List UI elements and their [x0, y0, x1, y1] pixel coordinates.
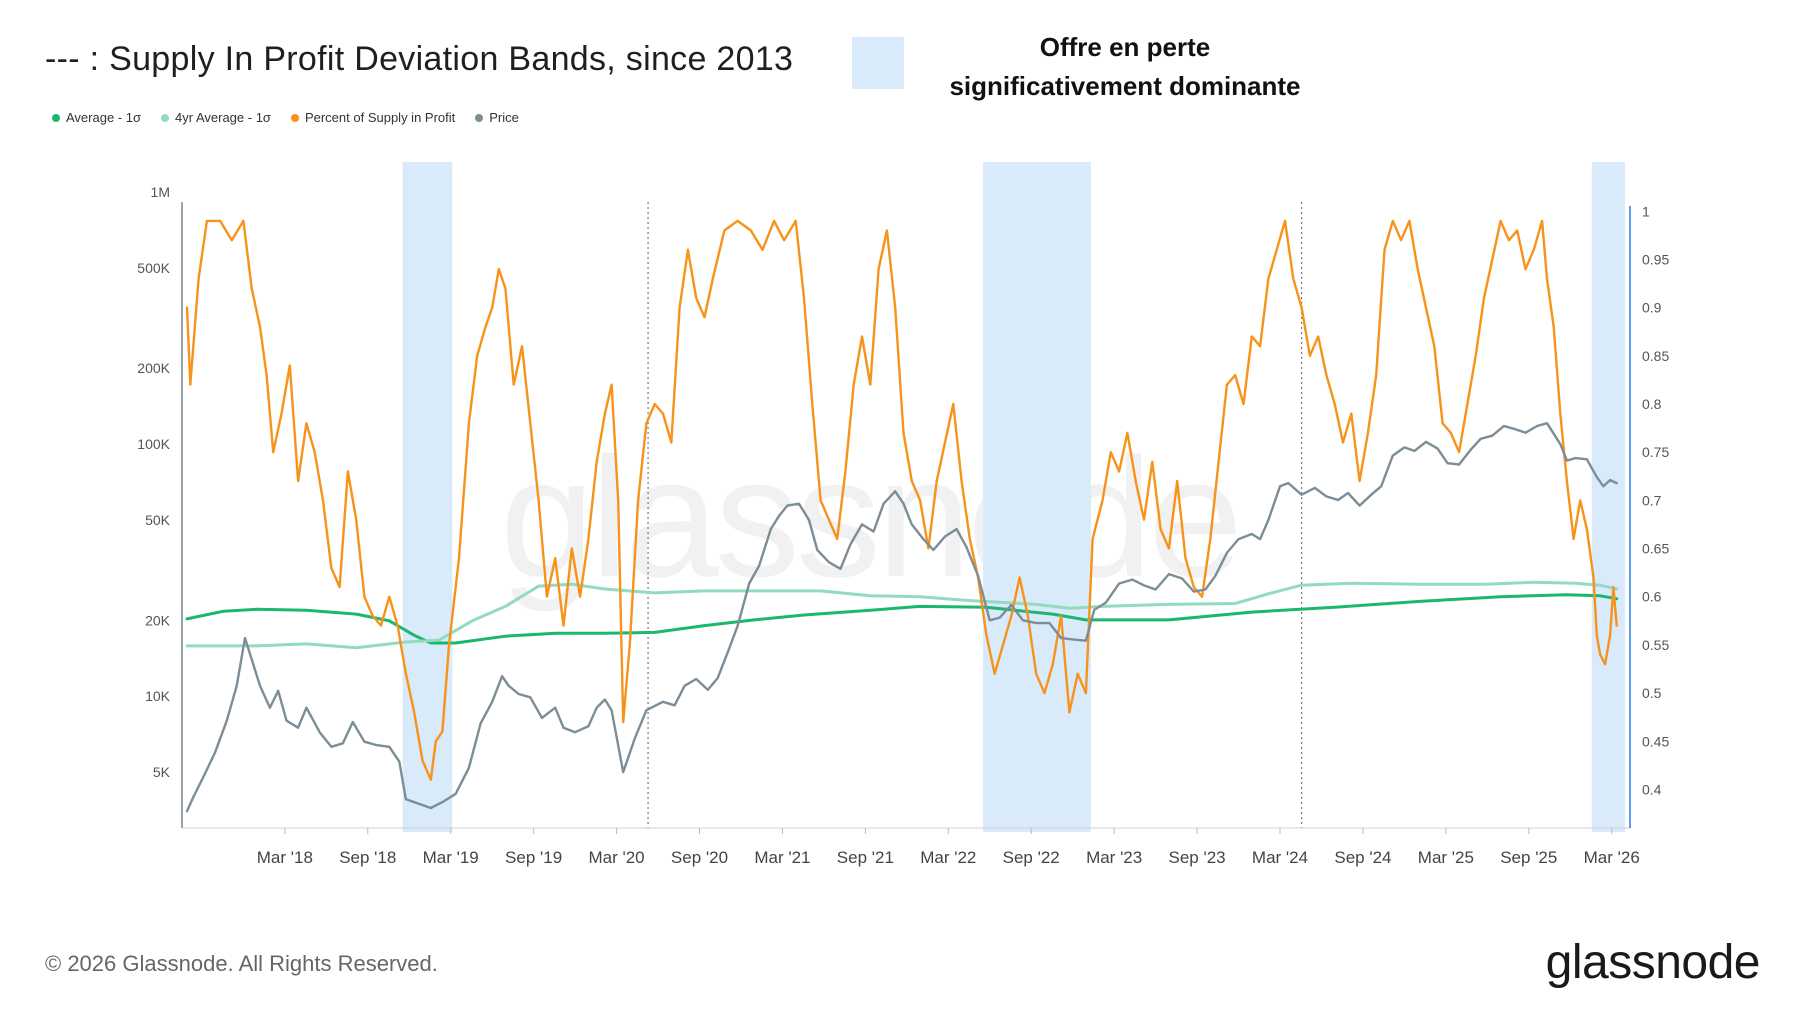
x-tick-label: Mar '23 [1086, 848, 1142, 867]
y-left-tick-label: 200K [137, 360, 170, 376]
x-tick-label: Sep '18 [339, 848, 396, 867]
legend-dot-icon [161, 113, 169, 122]
shaded-legend-swatch [852, 37, 904, 89]
legend-item-4yr-average[interactable]: 4yr Average - 1σ [161, 110, 271, 125]
x-tick-label: Sep '19 [505, 848, 562, 867]
y-right-tick-label: 0.75 [1642, 444, 1669, 460]
x-tick-label: Mar '22 [920, 848, 976, 867]
y-right-tick-label: 0.8 [1642, 396, 1662, 412]
y-right-tick-label: 0.9 [1642, 300, 1662, 316]
x-tick-label: Sep '25 [1500, 848, 1557, 867]
series-line-percent-of-supply-in-profit [185, 219, 1618, 781]
x-tick-label: Sep '23 [1169, 848, 1226, 867]
x-tick-label: Mar '18 [257, 848, 313, 867]
x-tick-label: Sep '20 [671, 848, 728, 867]
annotation-line-2: significativement dominante [949, 71, 1301, 101]
y-right-tick-label: 0.4 [1642, 781, 1662, 797]
legend-dot-icon [52, 113, 60, 122]
annotation-label: Offre en perte significativement dominan… [930, 28, 1320, 106]
legend-label: 4yr Average - 1σ [175, 110, 271, 125]
series-line-average-1 [185, 593, 1619, 645]
legend-item-supply-in-profit[interactable]: Percent of Supply in Profit [290, 110, 456, 125]
y-right-tick-label: 0.85 [1642, 348, 1669, 364]
y-right-tick-label: 0.6 [1642, 589, 1662, 605]
y-left-tick-label: 1M [151, 184, 170, 200]
x-tick-label: Mar '19 [423, 848, 479, 867]
y-left-tick-label: 50K [145, 512, 171, 528]
series-line-price [185, 422, 1618, 813]
legend: Average - 1σ 4yr Average - 1σ Percent of… [52, 110, 519, 125]
y-right-tick-label: 0.65 [1642, 541, 1669, 557]
y-right-tick-label: 0.95 [1642, 251, 1669, 267]
legend-item-average[interactable]: Average - 1σ [52, 110, 141, 125]
y-right-tick-label: 1 [1642, 203, 1650, 219]
y-left-tick-label: 5K [153, 764, 171, 780]
legend-label: Percent of Supply in Profit [304, 110, 456, 125]
x-tick-label: Mar '25 [1418, 848, 1474, 867]
x-tick-label: Mar '26 [1584, 848, 1640, 867]
copyright-footer: © 2026 Glassnode. All Rights Reserved. [45, 951, 438, 976]
glassnode-logo: glassnode [1545, 936, 1761, 989]
x-tick-label: Sep '22 [1003, 848, 1060, 867]
y-right-tick-label: 0.7 [1642, 492, 1662, 508]
x-tick-label: Sep '24 [1334, 848, 1391, 867]
y-right-tick-label: 0.55 [1642, 637, 1669, 653]
x-tick-label: Sep '21 [837, 848, 894, 867]
y-left-tick-label: 500K [137, 260, 170, 276]
y-left-tick-label: 100K [137, 436, 170, 452]
y-right-tick-label: 0.45 [1642, 733, 1669, 749]
series-line-4yr-average-1 [185, 580, 1619, 650]
shaded-region-1 [402, 162, 453, 832]
legend-label: Price [489, 110, 519, 125]
y-right-tick-label: 0.5 [1642, 685, 1662, 701]
y-left-tick-label: 20K [145, 612, 171, 628]
x-tick-label: Mar '24 [1252, 848, 1308, 867]
annotation-line-1: Offre en perte [1039, 32, 1211, 62]
shaded-region-3 [1591, 162, 1625, 832]
x-tick-label: Mar '21 [754, 848, 810, 867]
chart-title: --- : Supply In Profit Deviation Bands, … [45, 40, 794, 78]
x-tick-label: Mar '20 [588, 848, 644, 867]
legend-dot-icon [290, 113, 299, 122]
legend-dot-icon [475, 113, 484, 122]
legend-item-price[interactable]: Price [475, 110, 519, 125]
legend-label: Average - 1σ [66, 110, 141, 125]
shaded-region-2 [983, 162, 1091, 832]
y-left-tick-label: 10K [145, 688, 171, 704]
